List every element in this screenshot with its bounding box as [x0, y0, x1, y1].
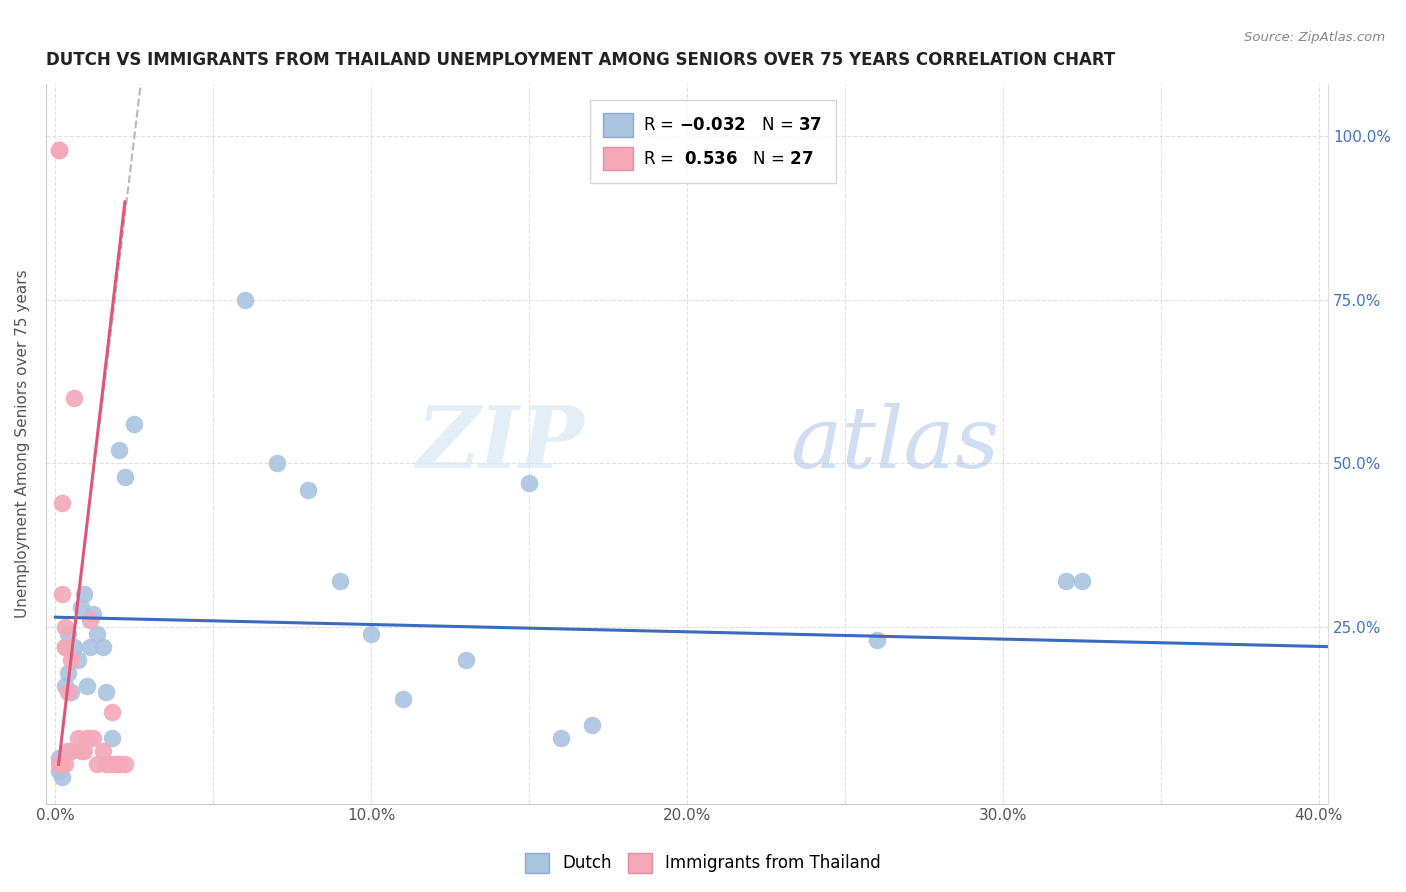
Point: [48, 764, 70, 778]
Point: [53, 640, 76, 654]
Text: ZIP: ZIP: [416, 402, 585, 485]
Point: [73, 744, 96, 758]
Point: [69, 600, 91, 615]
Point: [101, 731, 124, 746]
Point: [53, 640, 76, 654]
Legend: R = $\mathbf{-0.032}$   N = $\mathbf{37}$, R =  $\mathbf{0.536}$   N = $\mathbf{: R = $\mathbf{-0.032}$ N = $\mathbf{37}$,…: [589, 100, 835, 184]
Point: [1054, 574, 1077, 589]
Point: [60, 744, 83, 758]
Point: [53, 620, 76, 634]
Point: [51, 771, 73, 785]
Point: [48, 757, 70, 772]
Point: [76, 731, 98, 746]
Point: [101, 705, 124, 719]
Point: [86, 757, 108, 772]
Point: [91, 744, 114, 758]
Point: [76, 679, 98, 693]
Point: [114, 469, 136, 483]
Point: [66, 653, 89, 667]
Legend: Dutch, Immigrants from Thailand: Dutch, Immigrants from Thailand: [519, 847, 887, 880]
Point: [82, 607, 104, 621]
Point: [48, 143, 70, 157]
Point: [56, 626, 79, 640]
Point: [329, 574, 352, 589]
Point: [82, 731, 104, 746]
Point: [73, 587, 96, 601]
Point: [94, 757, 117, 772]
Point: [550, 731, 572, 746]
Text: Source: ZipAtlas.com: Source: ZipAtlas.com: [1244, 31, 1385, 45]
Point: [56, 744, 79, 758]
Point: [517, 476, 540, 491]
Point: [60, 653, 83, 667]
Point: [56, 685, 79, 699]
Point: [865, 633, 887, 648]
Point: [107, 443, 129, 458]
Point: [107, 757, 129, 772]
Point: [63, 640, 86, 654]
Point: [104, 757, 127, 772]
Point: [266, 457, 288, 471]
Point: [1070, 574, 1092, 589]
Point: [94, 685, 117, 699]
Point: [53, 679, 76, 693]
Point: [48, 143, 70, 157]
Point: [91, 640, 114, 654]
Text: atlas: atlas: [790, 402, 998, 485]
Point: [51, 587, 73, 601]
Point: [114, 757, 136, 772]
Point: [392, 692, 415, 706]
Point: [79, 640, 101, 654]
Point: [360, 626, 382, 640]
Point: [454, 653, 477, 667]
Point: [63, 391, 86, 405]
Point: [66, 731, 89, 746]
Point: [56, 665, 79, 680]
Point: [98, 757, 121, 772]
Point: [79, 614, 101, 628]
Point: [581, 718, 603, 732]
Text: DUTCH VS IMMIGRANTS FROM THAILAND UNEMPLOYMENT AMONG SENIORS OVER 75 YEARS CORRE: DUTCH VS IMMIGRANTS FROM THAILAND UNEMPL…: [46, 51, 1115, 69]
Point: [233, 293, 256, 307]
Y-axis label: Unemployment Among Seniors over 75 years: Unemployment Among Seniors over 75 years: [15, 269, 30, 618]
Point: [51, 757, 73, 772]
Point: [69, 744, 91, 758]
Point: [297, 483, 319, 497]
Point: [51, 757, 73, 772]
Point: [124, 417, 146, 432]
Point: [51, 496, 73, 510]
Point: [48, 751, 70, 765]
Point: [60, 685, 83, 699]
Point: [53, 757, 76, 772]
Point: [86, 626, 108, 640]
